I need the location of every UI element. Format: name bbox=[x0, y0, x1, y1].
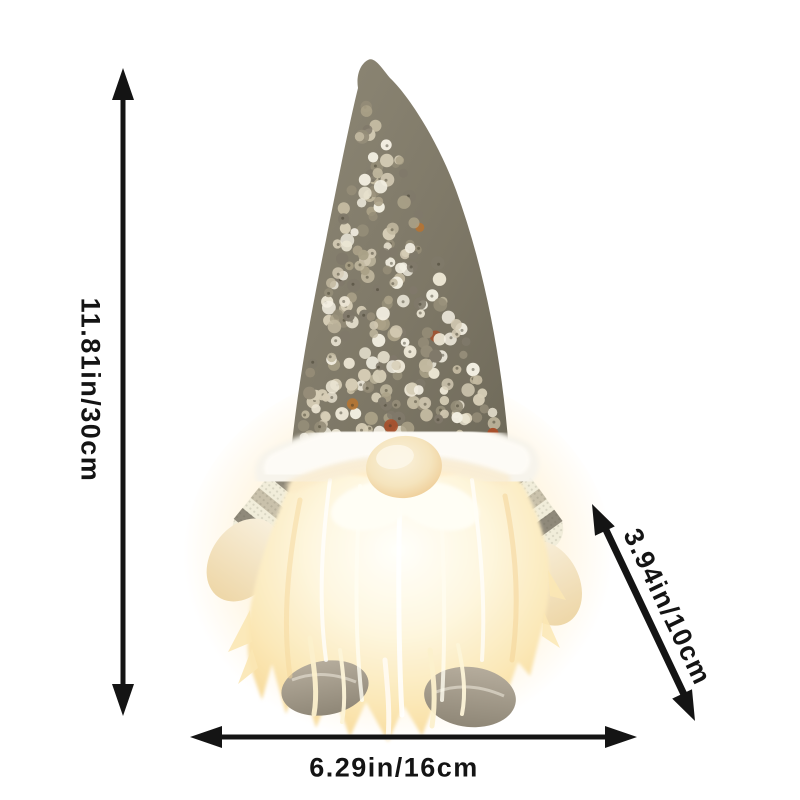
height-dimension-label: 11.81in/30cm bbox=[75, 297, 106, 483]
width-dimension-label: 6.29in/16cm bbox=[309, 752, 479, 783]
depth-dimension-arrow bbox=[592, 504, 695, 721]
width-dimension-arrow bbox=[190, 726, 637, 748]
gnome-left-foot bbox=[281, 660, 369, 716]
gnome-nose bbox=[366, 435, 442, 499]
gnome-sequin-hat bbox=[291, 59, 509, 467]
gnome-right-foot bbox=[424, 666, 516, 728]
gnome-feet bbox=[281, 660, 516, 728]
height-dimension-arrow bbox=[112, 68, 134, 716]
